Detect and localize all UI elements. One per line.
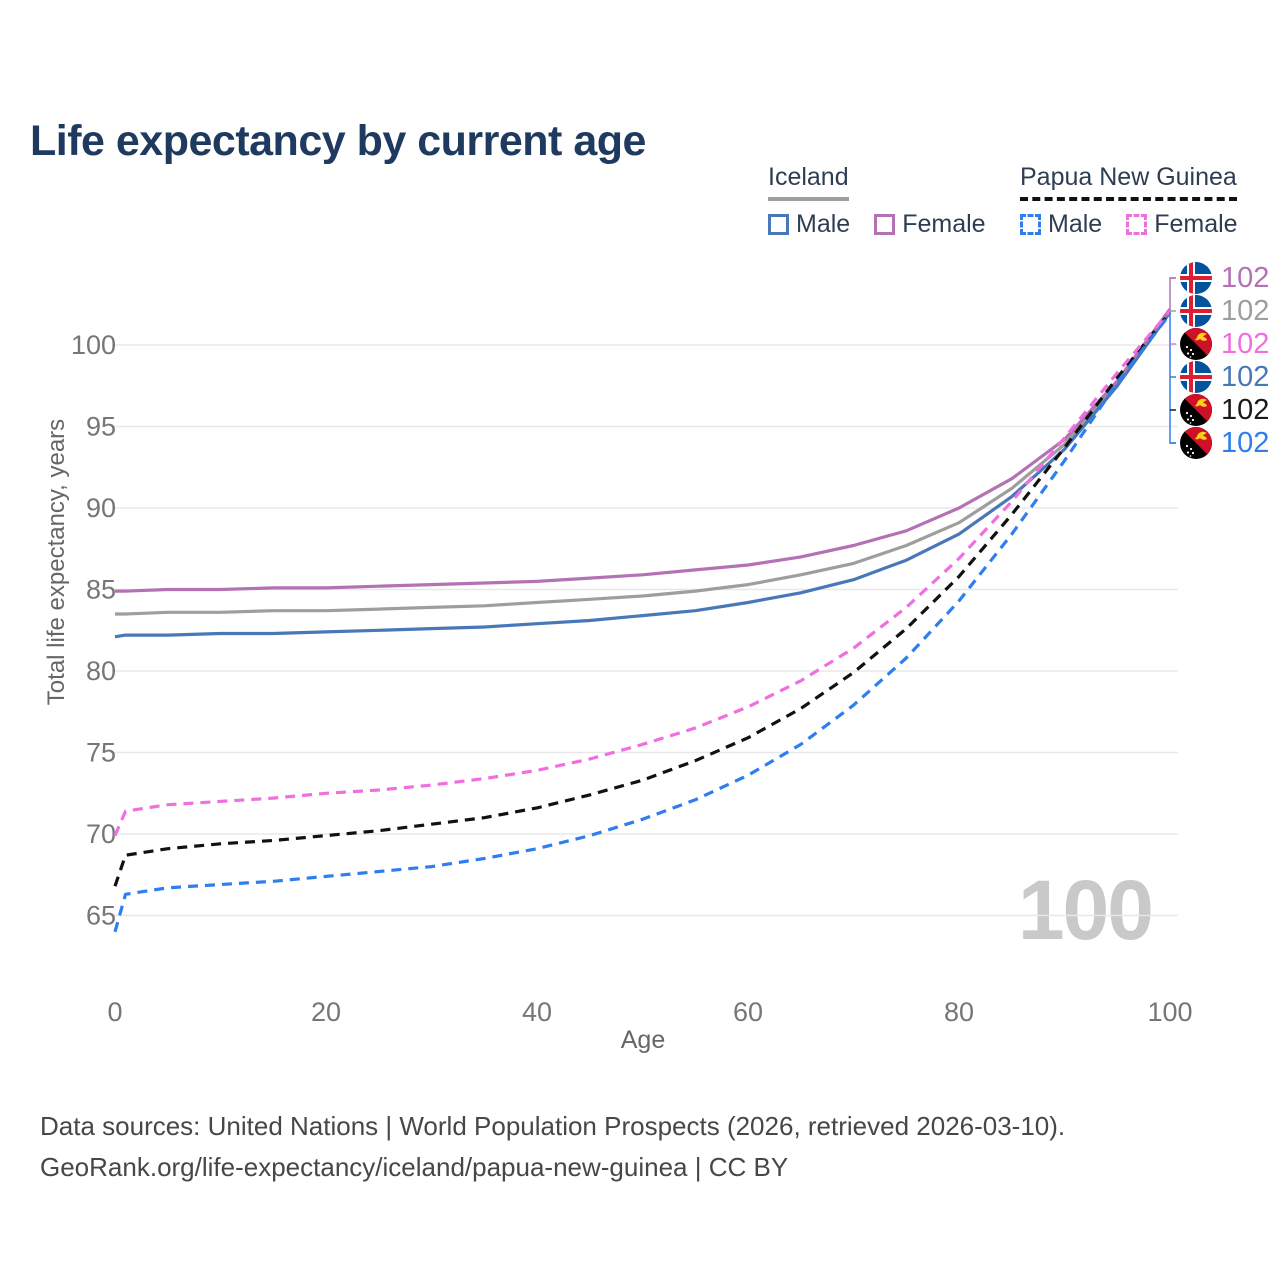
y-tick-label: 80	[86, 656, 116, 686]
x-axis-title: Age	[620, 1026, 666, 1054]
series-line-papua-new-guinea-female[interactable]	[113, 309, 1172, 837]
data-sources-text: Data sources: United Nations | World Pop…	[40, 1111, 1066, 1141]
age-watermark: 100	[1017, 863, 1154, 957]
x-tick-label: 60	[733, 997, 763, 1027]
legend-group-iceland: Iceland Male Female	[768, 163, 986, 239]
series-line-iceland-female[interactable]	[115, 308, 1172, 593]
y-tick-label: 100	[71, 330, 116, 360]
page-title: Life expectancy by current age	[30, 116, 646, 165]
y-tick-label: 95	[86, 412, 116, 442]
legend-item-label: Female	[1154, 210, 1238, 238]
series-line-papua-new-guinea-all[interactable]	[113, 311, 1172, 887]
x-tick-label: 80	[944, 997, 974, 1027]
y-tick-label: 70	[86, 819, 116, 849]
legend-item-label: Male	[796, 210, 851, 238]
x-tick-label: 100	[1147, 997, 1192, 1027]
y-tick-label: 65	[86, 901, 116, 931]
series-line-iceland-all[interactable]	[115, 309, 1172, 616]
legend-group-papua-new-guinea: Papua New Guinea Male Female	[1020, 163, 1238, 239]
series-line-iceland-male[interactable]	[114, 311, 1172, 639]
png-male-swatch	[1020, 214, 1041, 235]
png-female-swatch	[1126, 214, 1148, 235]
x-tick-label: 20	[311, 997, 341, 1027]
iceland-female-swatch	[874, 214, 896, 235]
y-tick-label: 90	[86, 493, 116, 523]
leader-line	[1169, 277, 1176, 313]
y-tick-label: 75	[86, 738, 116, 768]
legend-item-label: Female	[902, 210, 986, 238]
legend-item-png-female[interactable]: Female	[1126, 210, 1238, 239]
y-tick-label: 85	[86, 575, 116, 605]
legend-item-png-male[interactable]: Male	[1020, 210, 1102, 239]
series-line-papua-new-guinea-male[interactable]	[113, 313, 1172, 933]
legend-item-iceland-male[interactable]: Male	[768, 210, 850, 239]
x-tick-label: 40	[522, 997, 552, 1027]
footer: Data sources: United Nations | World Pop…	[40, 1106, 1065, 1188]
iceland-male-swatch	[768, 214, 789, 235]
legend-item-label: Male	[1048, 210, 1103, 238]
source-url-text[interactable]: GeoRank.org/life-expectancy/iceland/papu…	[40, 1152, 789, 1183]
legend-item-iceland-female[interactable]: Female	[874, 210, 986, 239]
legend-title-papua-new-guinea: Papua New Guinea	[1020, 163, 1237, 201]
legend-title-iceland: Iceland	[768, 163, 849, 201]
x-tick-label: 0	[107, 997, 122, 1027]
y-axis-title: Total life expectancy, years	[43, 418, 70, 706]
